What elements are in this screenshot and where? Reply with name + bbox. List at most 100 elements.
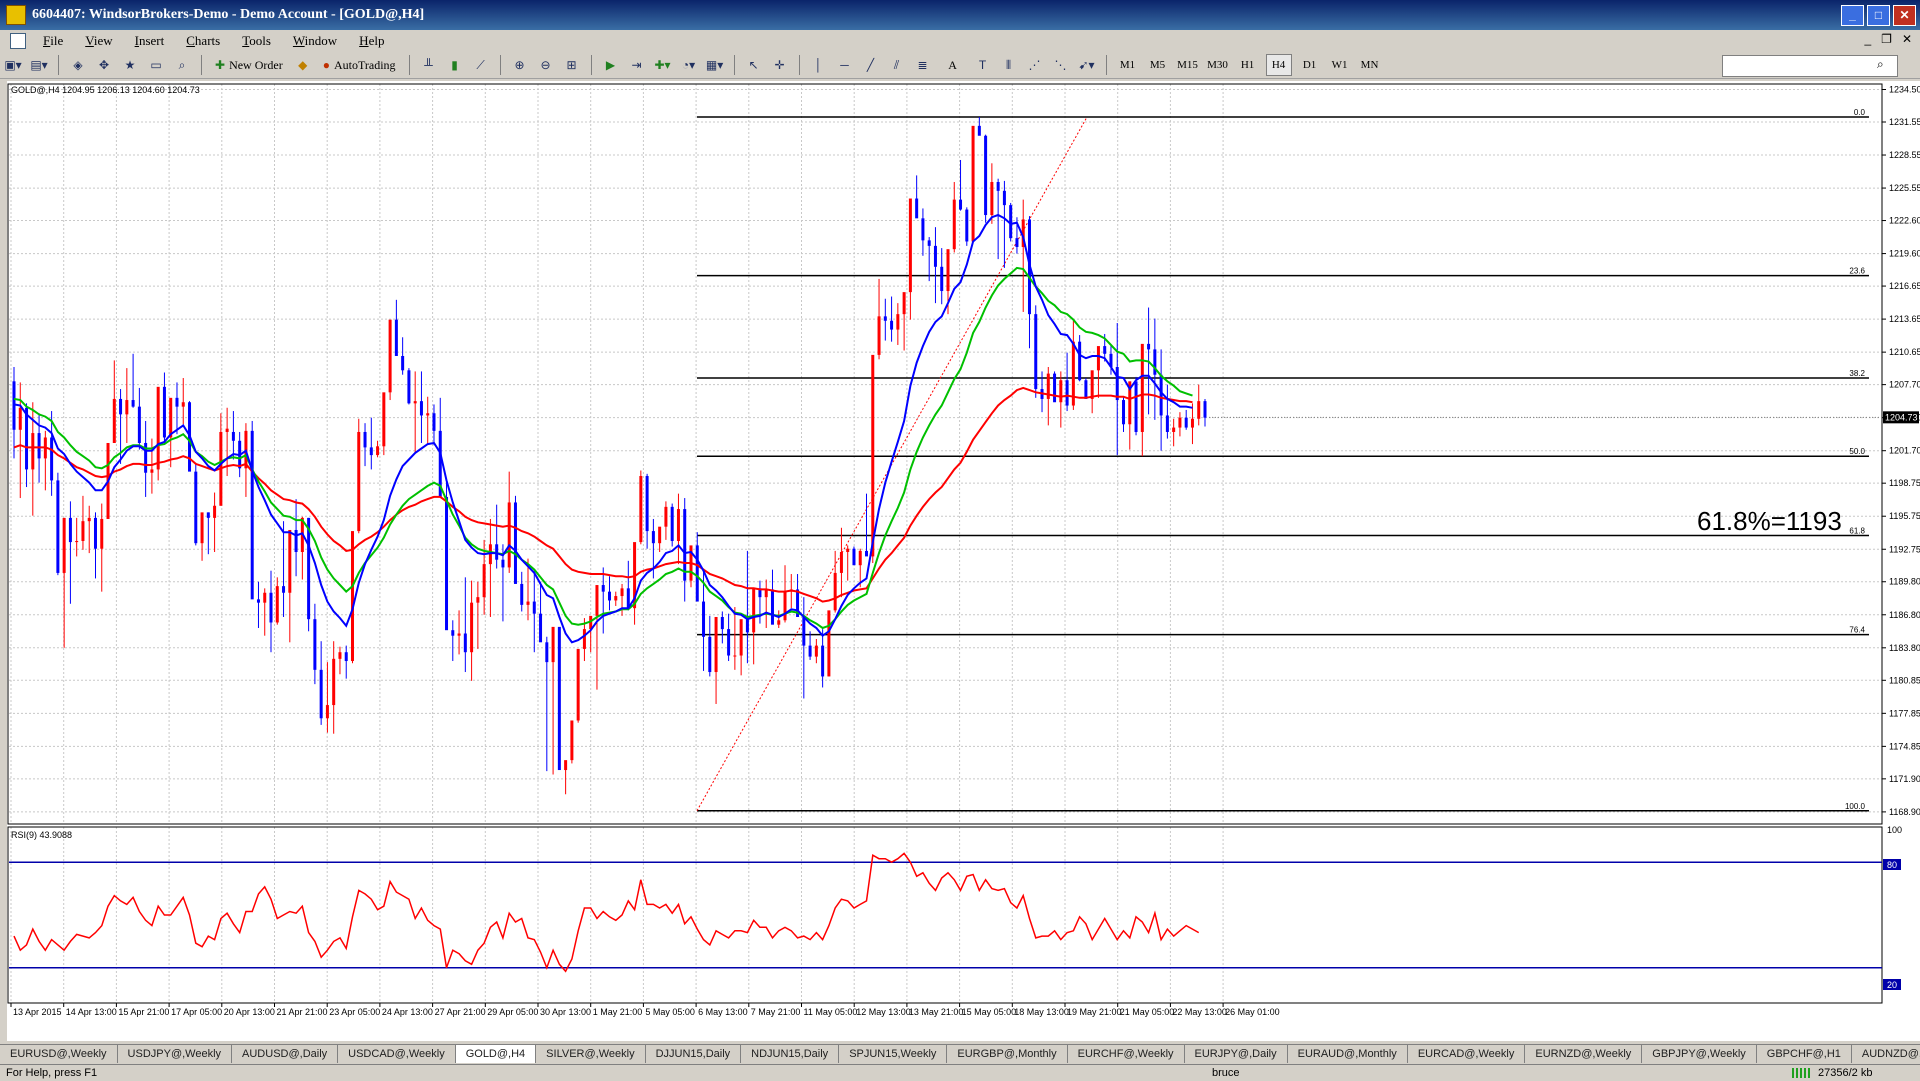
timeframe-mn[interactable]: MN xyxy=(1360,59,1379,71)
time-tick-label: 14 Apr 13:00 xyxy=(66,1007,117,1017)
equidistant-channel-icon[interactable]: ⫽ xyxy=(893,57,900,72)
timeframe-m15[interactable]: M15 xyxy=(1177,59,1198,71)
data-window-icon[interactable]: ✥ xyxy=(98,58,110,72)
timeframe-d1[interactable]: D1 xyxy=(1302,59,1317,71)
candle-body xyxy=(269,592,273,623)
price-chart[interactable]: 0.0 23.6 38.2 50.0 61.8 76.4 100.0 1234.50 1231… xyxy=(7,81,1920,1041)
timeframe-h4[interactable]: H4 xyxy=(1265,54,1292,76)
crosshair-icon[interactable]: ✛ xyxy=(774,58,785,72)
menu-charts[interactable]: Charts xyxy=(186,33,221,48)
profiles-icon[interactable]: ▤▾ xyxy=(30,58,48,72)
document-icon[interactable] xyxy=(10,33,26,49)
fibonacci-retracement-icon[interactable]: ≣ xyxy=(917,58,928,72)
timeframe-m1[interactable]: M1 xyxy=(1119,59,1136,71)
candle-body xyxy=(921,218,925,241)
menu-file[interactable]: File xyxy=(43,33,64,48)
chart-tab[interactable]: EURJPY@,Daily xyxy=(1185,1045,1288,1063)
tile-windows-icon[interactable]: ⊞ xyxy=(566,58,577,72)
menu-insert[interactable]: Insert xyxy=(134,33,165,48)
time-tick-label: 11 May 05:00 xyxy=(804,1007,858,1017)
fibo-arcs-icon[interactable]: ⋱ xyxy=(1054,58,1067,72)
time-tick-label: 13 May 21:00 xyxy=(909,1007,964,1017)
metaeditor-icon[interactable]: ◆ xyxy=(298,58,308,72)
candle-body xyxy=(288,529,292,593)
candle-body xyxy=(363,431,367,448)
chart-tab[interactable]: DJJUN15,Daily xyxy=(646,1045,742,1063)
horizontal-line-icon[interactable]: ─ xyxy=(840,58,849,72)
price-tick-label: 1186.80 xyxy=(1889,610,1920,620)
menu-view[interactable]: View xyxy=(85,33,113,48)
minimize-icon[interactable]: _ xyxy=(1841,5,1864,26)
chart-tab[interactable]: GBPCHF@,H1 xyxy=(1757,1045,1852,1063)
chart-tab[interactable]: EURCAD@,Weekly xyxy=(1408,1045,1526,1063)
chart-tab[interactable]: EURUSD@,Weekly xyxy=(0,1045,118,1063)
connection-status-icon xyxy=(1792,1068,1812,1078)
candle-body xyxy=(539,613,543,643)
timeframe-m30[interactable]: M30 xyxy=(1207,59,1228,71)
chart-tab[interactable]: SILVER@,Weekly xyxy=(536,1045,646,1063)
chart-tab[interactable]: EURGBP@,Monthly xyxy=(947,1045,1068,1063)
chart-tab[interactable]: AUDNZD@,Weekly xyxy=(1852,1045,1920,1063)
trendline-icon[interactable]: ╱ xyxy=(866,58,875,72)
search-input[interactable] xyxy=(1722,55,1898,77)
templates-icon[interactable]: ▦▾ xyxy=(705,58,724,72)
menu-window[interactable]: Window xyxy=(292,33,338,48)
new-order-button[interactable]: ✚ New Order xyxy=(211,55,287,75)
fibo-fan-icon[interactable]: ⋰ xyxy=(1028,58,1041,72)
gann-icon[interactable]: ⦀ xyxy=(1005,57,1012,72)
new-chart-icon[interactable]: ▣▾ xyxy=(4,58,22,72)
autotrading-button[interactable]: ● AutoTrading xyxy=(319,55,400,75)
chart-tab[interactable]: GOLD@,H4 xyxy=(455,1045,537,1063)
chart-tab[interactable]: GBPJPY@,Weekly xyxy=(1642,1045,1757,1063)
autoscroll-icon[interactable]: ▶ xyxy=(605,58,616,72)
maximize-icon[interactable]: □ xyxy=(1867,5,1890,26)
candle-body xyxy=(526,601,530,605)
vertical-line-icon[interactable]: │ xyxy=(814,58,823,72)
chart-tab[interactable]: EURCHF@,Weekly xyxy=(1068,1045,1185,1063)
mdi-restore-icon[interactable]: ❐ xyxy=(1881,32,1892,46)
chart-tab[interactable]: AUDUSD@,Daily xyxy=(232,1045,339,1063)
terminal-icon[interactable]: ▭ xyxy=(150,58,162,72)
chart-tab[interactable]: USDJPY@,Weekly xyxy=(118,1045,233,1063)
candle-body xyxy=(376,446,380,456)
fibonacci-retracement[interactable]: 0.0 23.6 38.2 50.0 61.8 76.4 100.0 xyxy=(696,108,1869,812)
menu-tools[interactable]: Tools xyxy=(242,33,271,48)
market-watch-icon[interactable]: ◈ xyxy=(73,58,83,72)
chart-tab[interactable]: EURNZD@,Weekly xyxy=(1525,1045,1643,1063)
chart-window[interactable]: 0.0 23.6 38.2 50.0 61.8 76.4 100.0 1234.50 1231… xyxy=(7,81,1920,1041)
chart-tab[interactable]: SPJUN15,Weekly xyxy=(839,1045,948,1063)
chart-tab[interactable]: USDCAD@,Weekly xyxy=(338,1045,456,1063)
price-tick-label: 1177.85 xyxy=(1889,708,1920,718)
candle-body xyxy=(112,398,116,443)
periods-icon[interactable]: ◔▾ xyxy=(681,58,696,72)
zoom-in-icon[interactable]: ⊕ xyxy=(514,58,525,72)
chart-shift-icon[interactable]: ⇥ xyxy=(631,58,642,72)
line-chart-icon[interactable]: ⟋ xyxy=(476,57,485,72)
chart-tab[interactable]: NDJUN15,Daily xyxy=(741,1045,840,1063)
timeframe-h1[interactable]: H1 xyxy=(1240,59,1255,71)
text-tool-icon[interactable]: A xyxy=(948,57,957,72)
bar-chart-icon[interactable]: ╨ xyxy=(424,58,433,72)
candle-body xyxy=(1009,205,1013,239)
navigator-icon[interactable]: ★ xyxy=(124,58,136,72)
strategy-tester-icon[interactable]: ⌕ xyxy=(178,57,186,72)
candlestick-icon[interactable]: ▮ xyxy=(451,58,458,72)
candle-body xyxy=(589,615,593,630)
timeframe-w1[interactable]: W1 xyxy=(1331,59,1348,71)
arrows-icon[interactable]: ➹▾ xyxy=(1078,58,1095,72)
mdi-close-icon[interactable]: ✕ xyxy=(1901,32,1912,46)
text-label-icon[interactable]: T xyxy=(978,58,987,72)
menu-help[interactable]: Help xyxy=(359,33,385,48)
indicators-icon[interactable]: ✚▾ xyxy=(654,58,671,72)
mdi-minimize-icon[interactable]: _ xyxy=(1864,32,1872,46)
timeframe-m5[interactable]: M5 xyxy=(1149,59,1166,71)
zoom-out-icon[interactable]: ⊖ xyxy=(540,58,551,72)
cursor-icon[interactable]: ↖ xyxy=(748,58,759,72)
close-icon[interactable]: ✕ xyxy=(1893,5,1916,26)
search-icon[interactable]: ⌕ xyxy=(1877,57,1884,71)
chart-tab[interactable]: EURAUD@,Monthly xyxy=(1288,1045,1408,1063)
menu-bar: File View Insert Charts Tools Window Hel… xyxy=(0,30,1920,53)
candle-body xyxy=(476,597,480,603)
price-tick-label: 1195.75 xyxy=(1889,511,1920,521)
candle-body xyxy=(137,406,141,443)
